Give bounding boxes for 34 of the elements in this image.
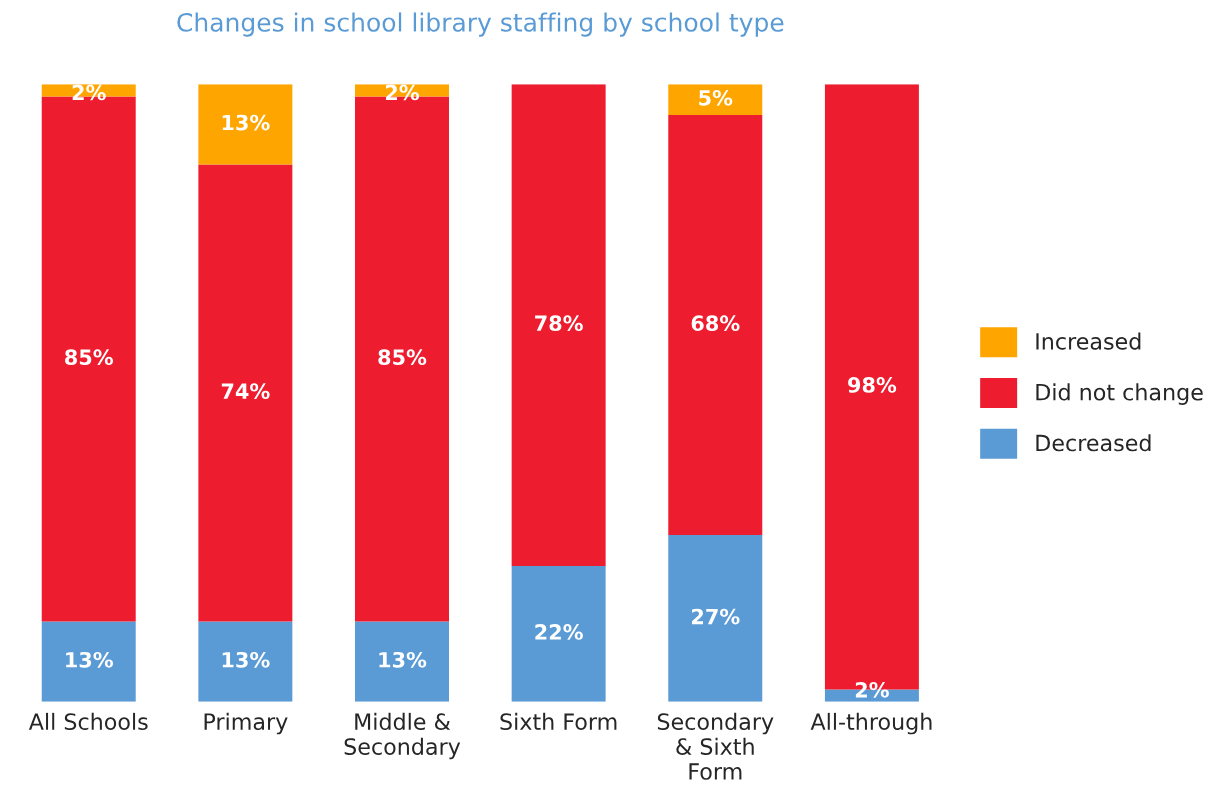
bar [668,115,763,536]
data-label: 13% [66,651,113,668]
chart-title: Changes in school library staffing by school type [177,12,784,37]
bar [511,84,606,566]
x-tick-label: All-through [810,712,932,735]
bar [668,535,763,702]
data-label: 78% [535,315,583,332]
bar [355,621,449,702]
x-tick-label: Middle & Secondary [344,712,461,760]
bar [198,84,293,165]
data-label: 85% [378,349,427,366]
x-tick-label: All Schools [28,712,148,731]
x-tick-label: Primary [204,712,288,735]
legend-label: Decreased [1036,434,1151,452]
bar [198,621,293,702]
x-tick-label: Sixth Form [500,712,617,731]
data-label: 5% [699,89,733,106]
data-label: 13% [222,651,270,668]
data-label: 68% [691,315,740,332]
data-label: 2% [72,84,106,101]
bar [511,565,606,702]
data-label: 98% [848,377,897,393]
data-label: 74% [221,383,270,400]
data-label: 85% [65,349,113,366]
data-label: 22% [535,624,583,640]
x-tick-label: Secondary & Sixth Form [657,712,774,780]
data-label: 13% [222,114,270,131]
legend-label: Increased [1036,332,1141,350]
data-label: 2% [385,84,420,101]
data-label: 13% [379,651,427,668]
bar [198,164,293,622]
data-label: 27% [691,608,740,625]
legend-label: Did not change [1036,383,1203,405]
bar [41,621,136,702]
